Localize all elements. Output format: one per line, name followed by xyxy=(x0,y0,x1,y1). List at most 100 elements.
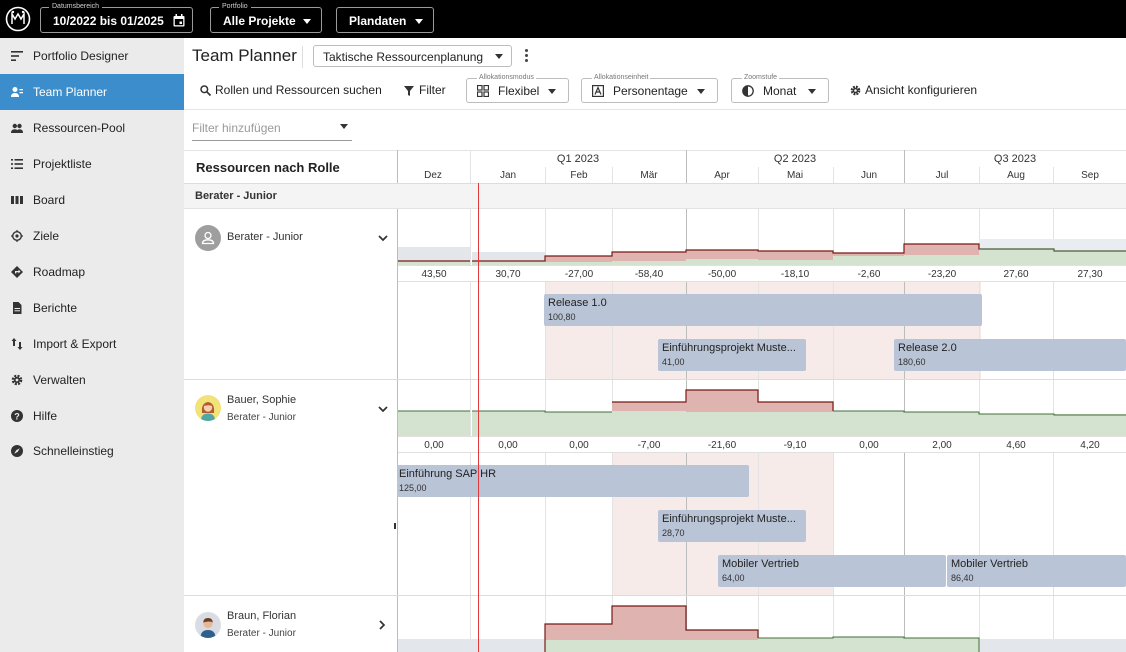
gear-icon[interactable] xyxy=(850,85,861,96)
project-value: 86,40 xyxy=(951,573,974,583)
resource-divider xyxy=(184,379,1126,380)
nav-item-label: Team Planner xyxy=(33,85,108,99)
nav-item-roadmap[interactable]: Roadmap xyxy=(0,254,184,290)
user-avatar-icon xyxy=(200,618,216,638)
column-divider xyxy=(470,150,471,652)
avatar xyxy=(195,225,221,251)
month-label: Mär xyxy=(640,170,658,181)
chevron-right-icon[interactable] xyxy=(378,620,386,630)
month-label: Jul xyxy=(935,170,949,181)
chevron-down-icon xyxy=(303,19,311,24)
toolbar-divider xyxy=(184,109,1126,110)
view-select[interactable]: Taktische Ressourcenplanung xyxy=(313,45,512,67)
target-icon xyxy=(11,230,23,242)
nav-item-ressourcen-pool[interactable]: Ressourcen-Pool xyxy=(0,110,184,146)
nav-item-schnelleinstieg[interactable]: Schnelleinstieg xyxy=(0,433,184,469)
project-value: 64,00 xyxy=(722,573,745,583)
allocation-value: 4,20 xyxy=(1080,440,1100,451)
project-allocation-bar[interactable]: Release 2.0 180,60 xyxy=(894,339,1126,371)
month-label: Sep xyxy=(1081,170,1099,181)
sidebar: Portfolio Designer Team Planner Ressourc… xyxy=(0,38,184,652)
allocation-mode-select[interactable]: Allokationsmodus Flexibel xyxy=(466,73,569,103)
allocation-value: 43,50 xyxy=(421,269,447,280)
add-filter-input[interactable]: Filter hinzufügen xyxy=(192,117,352,141)
month-label: Aug xyxy=(1007,170,1025,181)
role-group-label: Berater - Junior xyxy=(195,190,277,202)
allocation-chart xyxy=(398,605,1126,652)
nav-item-berichte[interactable]: Berichte xyxy=(0,290,184,326)
project-name: Mobiler Vertrieb xyxy=(722,558,800,570)
svg-text:?: ? xyxy=(14,411,20,421)
project-allocation-bar[interactable]: Release 1.0 100,80 xyxy=(544,294,982,326)
chevron-down-icon[interactable] xyxy=(378,405,388,413)
resource-name: Braun, Florian xyxy=(227,610,297,622)
allocation-mode-label: Allokationsmodus xyxy=(477,73,536,83)
project-allocation-bar[interactable]: Einführungsprojekt Muste... 41,00 xyxy=(658,339,806,371)
project-allocation-bar[interactable]: Einführungsprojekt Muste... 28,70 xyxy=(658,510,806,542)
zoom-value: Monat xyxy=(763,84,797,98)
nav-item-team-planner[interactable]: Team Planner xyxy=(0,74,184,110)
allocation-value: -21,60 xyxy=(707,440,737,451)
allocation-value: 4,60 xyxy=(1006,440,1026,451)
filter-icon[interactable] xyxy=(404,86,414,96)
chevron-down-icon xyxy=(415,19,423,24)
allocation-value: -23,20 xyxy=(927,269,957,280)
month-label: Mai xyxy=(786,170,804,181)
project-allocation-bar[interactable]: Einführung SAP HR 125,00 xyxy=(397,465,749,497)
resource-role: Berater - Junior xyxy=(227,628,296,639)
avatar xyxy=(195,395,221,421)
people-icon xyxy=(11,123,23,133)
nav-item-label: Verwalten xyxy=(33,373,86,387)
project-allocation-bar[interactable]: Mobiler Vertrieb 64,00 xyxy=(718,555,946,587)
nav-item-label: Board xyxy=(33,193,66,207)
nav-item-portfolio-designer[interactable]: Portfolio Designer xyxy=(0,38,184,74)
portfolio-select[interactable]: Portfolio Alle Projekte xyxy=(210,2,322,33)
list-icon xyxy=(11,159,23,169)
page-title: Team Planner xyxy=(192,46,297,65)
configure-view-button[interactable]: Ansicht konfigurieren xyxy=(865,83,978,97)
allocation-chart xyxy=(398,389,1126,436)
resource-name: Berater - Junior xyxy=(227,231,303,243)
allocation-value: 0,00 xyxy=(569,440,589,451)
nav-item-import-export[interactable]: Import & Export xyxy=(0,326,184,362)
app-logo-icon[interactable] xyxy=(5,5,31,33)
calendar-icon[interactable] xyxy=(173,14,185,27)
search-resources-button[interactable]: Rollen und Ressourcen suchen xyxy=(215,83,382,97)
role-group-row[interactable]: Berater - Junior xyxy=(184,183,1126,209)
roadmap-icon xyxy=(11,266,23,278)
resize-handle[interactable] xyxy=(394,523,396,529)
import-export-icon xyxy=(11,338,23,350)
data-mode-select[interactable]: Plandaten xyxy=(336,7,434,33)
project-name: Mobiler Vertrieb xyxy=(951,558,1029,570)
chevron-down-icon[interactable] xyxy=(378,234,388,242)
nav-item-board[interactable]: Board xyxy=(0,182,184,218)
allocation-value: 27,60 xyxy=(1003,269,1029,280)
more-options-icon[interactable] xyxy=(522,49,530,63)
column-divider xyxy=(1053,167,1054,652)
view-select-value: Taktische Ressourcenplanung xyxy=(323,50,484,64)
nav-item-verwalten[interactable]: Verwalten xyxy=(0,362,184,398)
filter-button[interactable]: Filter xyxy=(419,83,446,97)
quarter-label: Q1 2023 xyxy=(556,153,600,165)
allocation-values-row: 0,00 0,00 0,00 -7,00 -21,60 -9,10 0,00 2… xyxy=(398,436,1126,453)
allocation-value: 2,00 xyxy=(932,440,952,451)
search-icon[interactable] xyxy=(200,85,211,96)
allocation-value: -50,00 xyxy=(707,269,737,280)
column-divider xyxy=(979,167,980,652)
chevron-down-icon xyxy=(808,89,816,94)
allocation-mode-value: Flexibel xyxy=(498,84,540,98)
allocation-value: 0,00 xyxy=(859,440,879,451)
nav-item-label: Ziele xyxy=(33,229,60,243)
nav-item-projektliste[interactable]: Projektliste xyxy=(0,146,184,182)
person-icon xyxy=(201,231,215,245)
date-range-field[interactable]: Datumsbereich 10/2022 bis 01/2025 xyxy=(40,2,193,33)
date-range-value: 10/2022 bis 01/2025 xyxy=(53,14,164,28)
zoom-select[interactable]: Zoomstufe Monat xyxy=(731,73,829,103)
project-allocation-bar[interactable]: Mobiler Vertrieb 86,40 xyxy=(947,555,1126,587)
nav-item-ziele[interactable]: Ziele xyxy=(0,218,184,254)
top-bar: Datumsbereich 10/2022 bis 01/2025 Portfo… xyxy=(0,0,1126,38)
nav-item-hilfe[interactable]: ? Hilfe xyxy=(0,398,184,434)
allocation-unit-select[interactable]: Allokationseinheit Personentage xyxy=(581,73,718,103)
title-divider xyxy=(302,46,303,68)
column-divider xyxy=(397,150,398,652)
